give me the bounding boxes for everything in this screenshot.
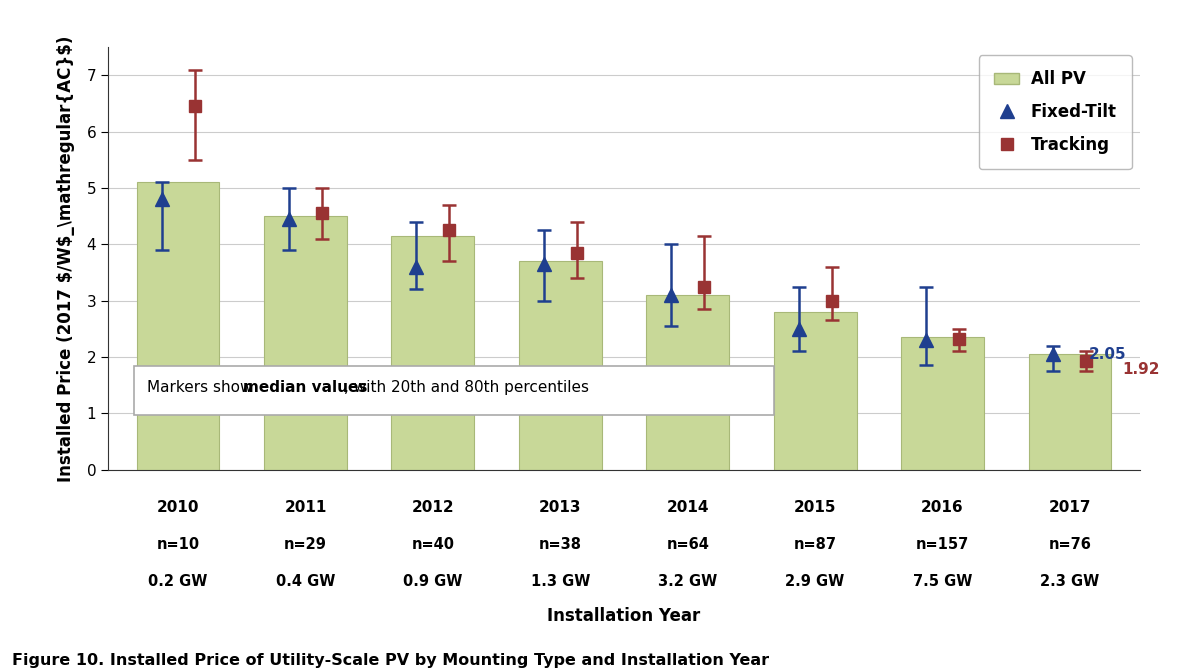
Text: 2013: 2013	[539, 500, 582, 515]
Text: 2016: 2016	[922, 500, 964, 515]
Text: n=29: n=29	[284, 537, 326, 552]
Text: 2.9 GW: 2.9 GW	[786, 574, 845, 588]
Text: 7.5 GW: 7.5 GW	[913, 574, 972, 588]
Text: 0.9 GW: 0.9 GW	[403, 574, 462, 588]
Text: n=157: n=157	[916, 537, 970, 552]
Text: 2011: 2011	[284, 500, 326, 515]
Bar	[137, 183, 220, 470]
Text: 3.2 GW: 3.2 GW	[658, 574, 718, 588]
Bar	[1028, 354, 1111, 470]
Text: n=76: n=76	[1049, 537, 1091, 552]
Text: n=64: n=64	[666, 537, 709, 552]
Text: 2010: 2010	[157, 500, 199, 515]
Text: n=10: n=10	[156, 537, 199, 552]
Text: 2.3 GW: 2.3 GW	[1040, 574, 1099, 588]
Text: Markers show: Markers show	[148, 380, 258, 395]
Bar	[391, 236, 474, 470]
Text: Figure 10. Installed Price of Utility-Scale PV by Mounting Type and Installation: Figure 10. Installed Price of Utility-Sc…	[12, 653, 769, 668]
Text: n=38: n=38	[539, 537, 582, 552]
Text: 0.2 GW: 0.2 GW	[149, 574, 208, 588]
Bar	[647, 295, 730, 470]
Text: 2014: 2014	[666, 500, 709, 515]
Text: 2015: 2015	[794, 500, 836, 515]
Text: , with 20th and 80th percentiles: , with 20th and 80th percentiles	[344, 380, 589, 395]
Text: 1.3 GW: 1.3 GW	[530, 574, 590, 588]
Bar	[774, 312, 857, 470]
FancyBboxPatch shape	[134, 366, 774, 415]
Text: 1.92: 1.92	[1122, 362, 1159, 377]
Bar	[518, 261, 601, 470]
Bar	[264, 216, 347, 470]
Text: 2.05: 2.05	[1090, 347, 1127, 362]
Text: n=87: n=87	[793, 537, 836, 552]
Text: 0.4 GW: 0.4 GW	[276, 574, 335, 588]
Text: n=40: n=40	[412, 537, 455, 552]
Text: 2012: 2012	[412, 500, 455, 515]
Text: Installation Year: Installation Year	[547, 607, 701, 625]
Text: 2017: 2017	[1049, 500, 1091, 515]
Bar	[901, 338, 984, 470]
Legend: All PV, Fixed-Tilt, Tracking: All PV, Fixed-Tilt, Tracking	[979, 55, 1132, 169]
Y-axis label: Installed Price (2017 $/W$_\mathregular{AC}$): Installed Price (2017 $/W$_\mathregular{…	[58, 35, 76, 482]
Text: median values: median values	[244, 380, 367, 395]
